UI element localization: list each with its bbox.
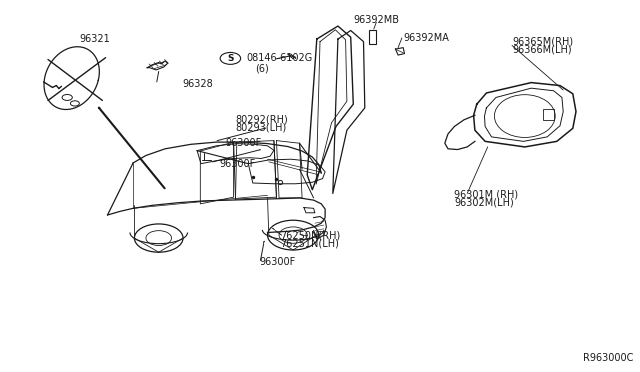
Text: 96300F: 96300F: [219, 160, 255, 169]
Text: 80292(RH): 80292(RH): [236, 114, 288, 124]
Text: (6): (6): [255, 64, 268, 74]
Text: 08146-6102G: 08146-6102G: [246, 53, 313, 62]
Text: 96365M(RH): 96365M(RH): [512, 37, 573, 46]
Text: 96392MA: 96392MA: [403, 33, 449, 43]
Text: 96302M(LH): 96302M(LH): [454, 198, 514, 207]
Text: S: S: [227, 54, 234, 63]
Text: 80293(LH): 80293(LH): [236, 122, 287, 132]
Text: 76250N(RH): 76250N(RH): [280, 230, 340, 240]
Bar: [369, 30, 376, 44]
Text: 96300F: 96300F: [225, 138, 262, 148]
Bar: [543, 109, 554, 120]
Text: 76251N(LH): 76251N(LH): [280, 238, 339, 248]
Text: 96392MB: 96392MB: [353, 16, 399, 25]
Text: 96366M(LH): 96366M(LH): [512, 45, 572, 55]
Text: R963000C: R963000C: [583, 353, 634, 363]
Text: 96301M (RH): 96301M (RH): [454, 189, 518, 199]
Text: 96300F: 96300F: [259, 257, 296, 267]
Text: 96321: 96321: [79, 34, 110, 44]
Text: 96328: 96328: [182, 79, 213, 89]
